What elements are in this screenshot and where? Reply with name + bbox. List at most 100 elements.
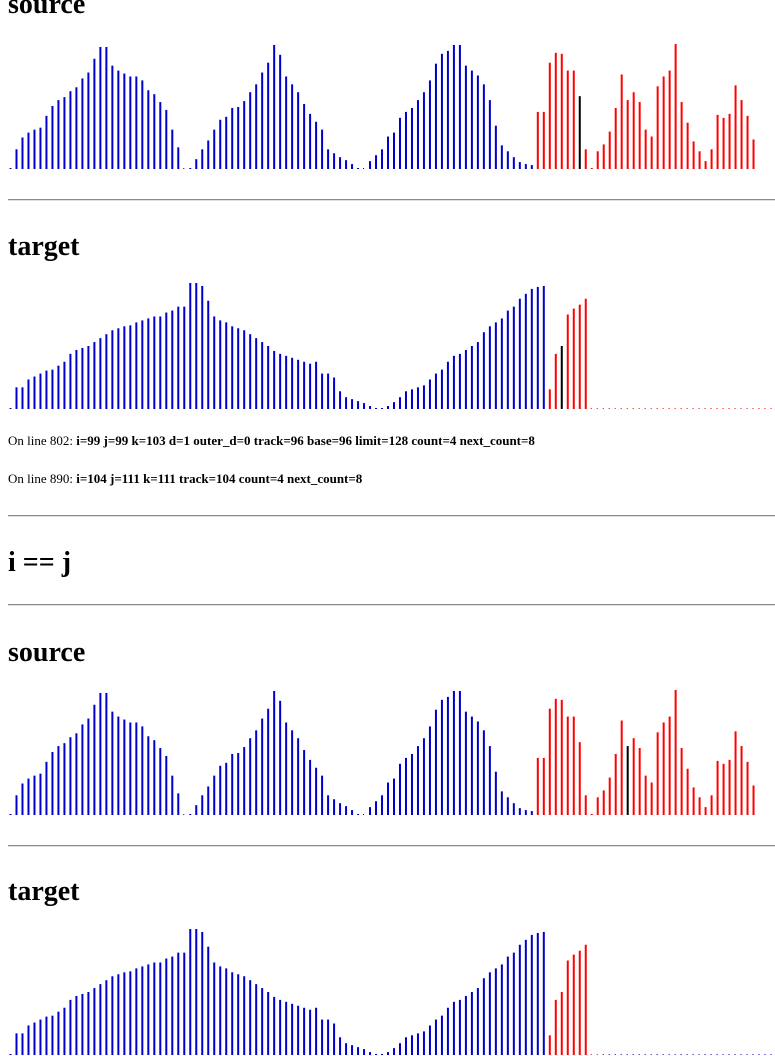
bar [524,164,527,169]
bar [560,346,563,409]
bar [201,149,204,169]
bar [15,387,18,409]
bar [99,984,102,1056]
bar [249,92,252,169]
bar [381,795,384,815]
bar [321,373,324,409]
bar [602,144,605,169]
bar [410,1035,413,1055]
bar [177,306,180,410]
bar [189,168,192,169]
bar [183,952,186,1056]
bar [225,322,228,410]
bar [231,972,234,1055]
baseline-dot [650,1054,652,1055]
bar [177,793,180,815]
bar [746,115,749,169]
baseline-dot [674,1054,676,1055]
baseline-dot [614,1054,616,1055]
bar [608,131,611,169]
bar [626,100,629,169]
bar [15,149,18,169]
bar [237,974,240,1055]
bar [39,373,42,409]
bar [482,730,485,815]
baseline-dot [656,1054,658,1055]
bar [339,391,342,409]
baseline-dot [638,408,640,409]
bar [183,306,186,410]
target-heading-2: target [8,876,80,907]
bar [321,129,324,170]
bar [518,808,521,815]
target-bar-chart-1 [9,283,772,410]
bar [105,46,108,169]
bar [219,119,222,169]
source-bar-chart-1 [9,43,755,170]
bar [363,1049,366,1055]
bar [422,1031,425,1056]
baseline-dot [608,408,610,409]
bar [279,999,282,1056]
bar [596,797,599,815]
baseline-dot [608,1054,610,1055]
bar [446,50,449,170]
bar [357,168,360,169]
bar [297,359,300,409]
bar [722,763,725,815]
bar [129,722,132,815]
bar [428,80,431,169]
status-802-prefix: On line 802: [8,433,73,448]
bar [207,946,210,1055]
bar [710,795,713,815]
bar [207,300,210,409]
bar [554,353,557,410]
bar [117,974,120,1055]
status-line-802: On line 802: i=99 j=99 k=103 d=1 outer_d… [8,433,535,449]
bar [572,70,575,169]
baseline-dot [590,1054,592,1055]
bar [686,768,689,815]
bar [548,389,551,409]
bar [105,692,108,815]
baseline-dot [752,408,754,409]
baseline-dot [698,1054,700,1055]
separator-4 [8,845,775,847]
baseline-dot [626,408,628,409]
bar [159,748,162,815]
bar [506,310,509,409]
bar [410,389,413,409]
bar [393,778,395,815]
bar [452,690,455,815]
bar [267,992,270,1055]
bar [153,94,156,169]
bar [225,116,228,169]
bar [321,775,324,816]
bar [45,370,48,409]
bar [668,70,671,169]
bar [339,1037,342,1055]
bar [297,738,300,815]
baseline-dot [746,1054,748,1055]
baseline-dot [740,1054,742,1055]
baseline-dot [686,408,688,409]
bar [524,293,527,409]
bar [416,387,419,409]
bar [123,972,126,1055]
bar [752,785,755,815]
bar [584,795,587,815]
bar [345,397,348,409]
bar [81,347,84,409]
bar [207,140,210,169]
bar [512,157,515,169]
bar [734,731,737,815]
bar [548,1035,551,1055]
baseline-dot [620,1054,622,1055]
baseline-dot [632,1054,634,1055]
bar [261,72,264,169]
bar [494,771,497,815]
bar [303,104,306,169]
bar [482,332,485,409]
bar [704,807,707,816]
bar [584,944,587,1055]
